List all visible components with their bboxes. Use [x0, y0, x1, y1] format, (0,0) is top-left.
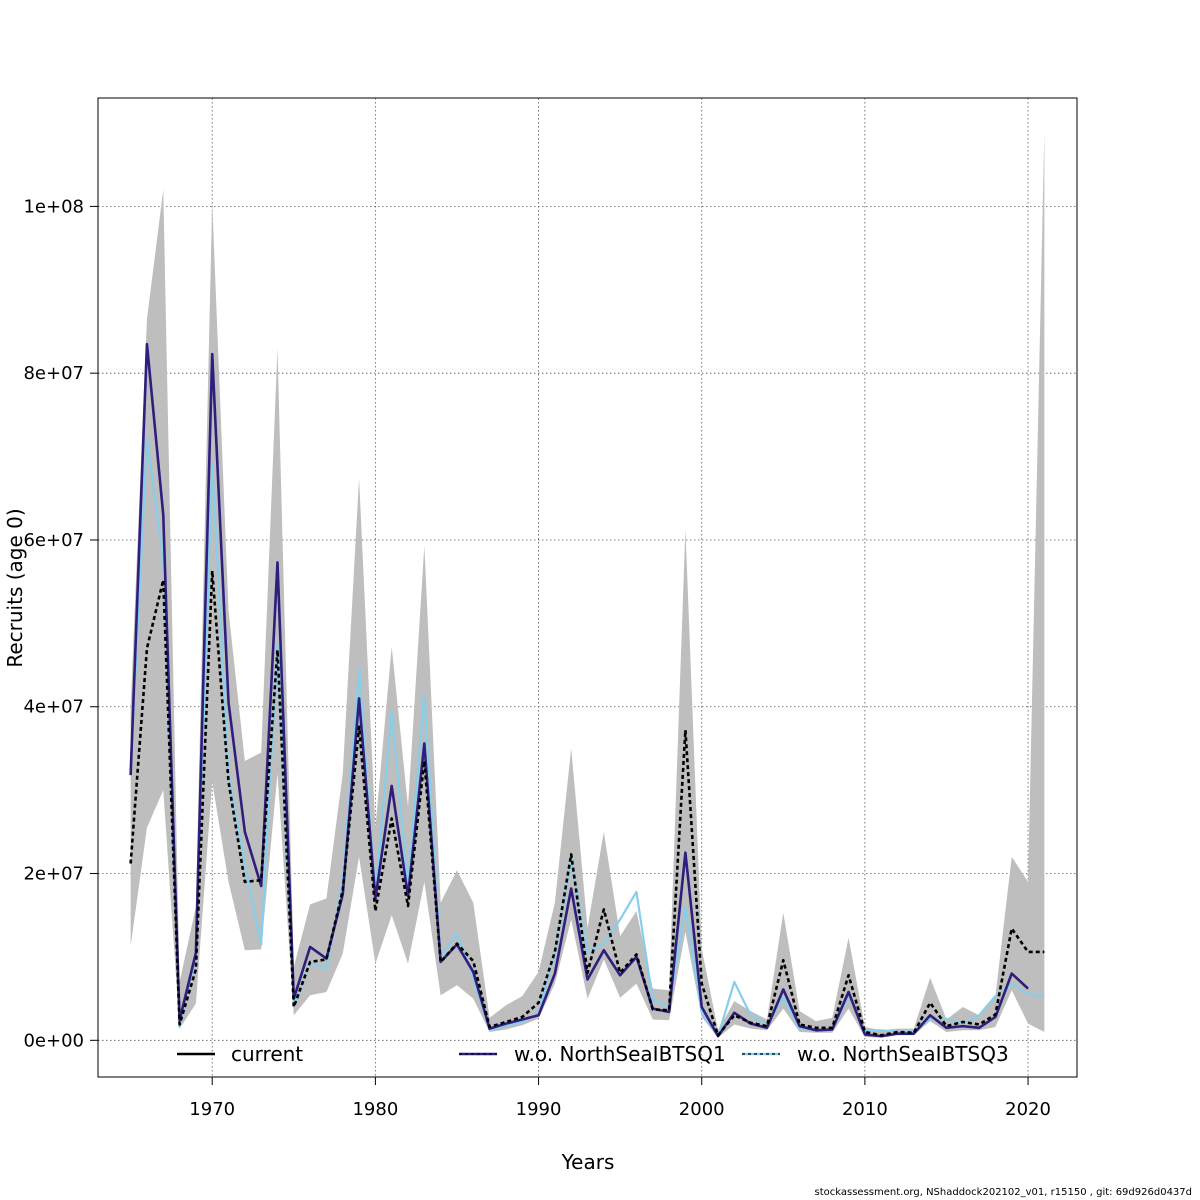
x-tick-label: 1990	[516, 1099, 562, 1120]
footer-credit: stockassessment.org, NShaddock202102_v01…	[814, 1187, 1193, 1198]
y-tick-label: 4e+07	[23, 697, 84, 718]
y-tick-label: 0e+00	[23, 1030, 84, 1051]
x-tick-label: 2020	[1005, 1099, 1051, 1120]
grid-lines	[98, 98, 1077, 1077]
y-tick-label: 1e+08	[23, 196, 84, 217]
y-axis: 0e+00 2e+07 4e+07 6e+07 8e+07 1e+08	[23, 196, 98, 1051]
series-line-1	[129, 342, 1029, 1038]
series-line-2	[129, 438, 1045, 1038]
plot-frame	[97, 97, 1078, 1078]
legend-label: w.o. NorthSeaIBTSQ3	[797, 1042, 1009, 1066]
series-lines	[129, 342, 1045, 1038]
x-tick-label: 1980	[352, 1099, 398, 1120]
legend-label: current	[231, 1042, 303, 1066]
y-tick-label: 2e+07	[23, 864, 84, 885]
x-tick-label: 2010	[842, 1099, 888, 1120]
x-tick-label: 1970	[189, 1099, 235, 1120]
x-axis-title: Years	[561, 1150, 615, 1174]
confidence-band-area	[130, 131, 1045, 1038]
x-tick-label: 2000	[679, 1099, 725, 1120]
series-line-0	[129, 569, 1045, 1037]
confidence-band	[130, 131, 1045, 1038]
legend: current w.o. NorthSeaIBTSQ1 w.o. NorthSeaI…	[177, 1042, 1009, 1066]
legend-label: w.o. NorthSeaIBTSQ1	[514, 1042, 726, 1066]
y-tick-label: 6e+07	[23, 530, 84, 551]
x-axis: 1970 1980 1990 2000 2010 2020	[189, 1077, 1051, 1120]
y-axis-title: Recruits (age 0)	[3, 508, 27, 667]
y-tick-label: 8e+07	[23, 363, 84, 384]
